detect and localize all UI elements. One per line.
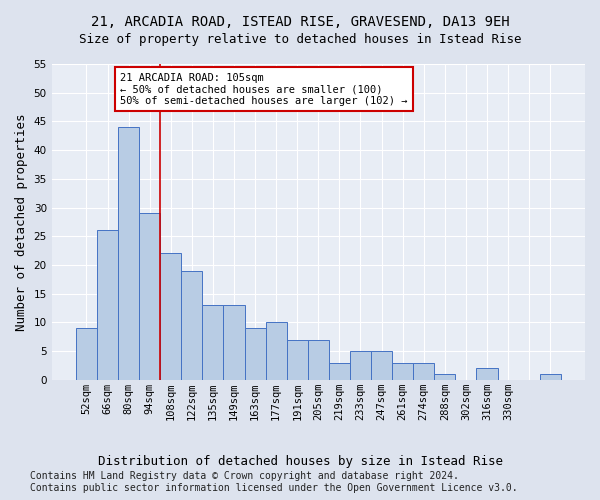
Bar [97, 230, 118, 380]
Y-axis label: Number of detached properties: Number of detached properties [15, 113, 28, 330]
Text: 21, ARCADIA ROAD, ISTEAD RISE, GRAVESEND, DA13 9EH: 21, ARCADIA ROAD, ISTEAD RISE, GRAVESEND… [91, 15, 509, 29]
Bar [308, 340, 329, 380]
Bar [476, 368, 497, 380]
Bar [223, 305, 245, 380]
Bar [371, 351, 392, 380]
Bar [413, 362, 434, 380]
Bar [287, 340, 308, 380]
Text: 21 ARCADIA ROAD: 105sqm
← 50% of detached houses are smaller (100)
50% of semi-d: 21 ARCADIA ROAD: 105sqm ← 50% of detache… [120, 72, 407, 106]
Bar [245, 328, 266, 380]
Bar [118, 127, 139, 380]
Text: Size of property relative to detached houses in Istead Rise: Size of property relative to detached ho… [79, 32, 521, 46]
Bar [181, 270, 202, 380]
Bar [76, 328, 97, 380]
Bar [329, 362, 350, 380]
Bar [139, 214, 160, 380]
Bar [202, 305, 223, 380]
Bar [392, 362, 413, 380]
Text: Distribution of detached houses by size in Istead Rise: Distribution of detached houses by size … [97, 455, 503, 468]
Bar [350, 351, 371, 380]
Bar [266, 322, 287, 380]
Bar [434, 374, 455, 380]
Text: Contains public sector information licensed under the Open Government Licence v3: Contains public sector information licen… [30, 483, 518, 493]
Bar [160, 254, 181, 380]
Bar [539, 374, 561, 380]
Text: Contains HM Land Registry data © Crown copyright and database right 2024.: Contains HM Land Registry data © Crown c… [30, 471, 459, 481]
